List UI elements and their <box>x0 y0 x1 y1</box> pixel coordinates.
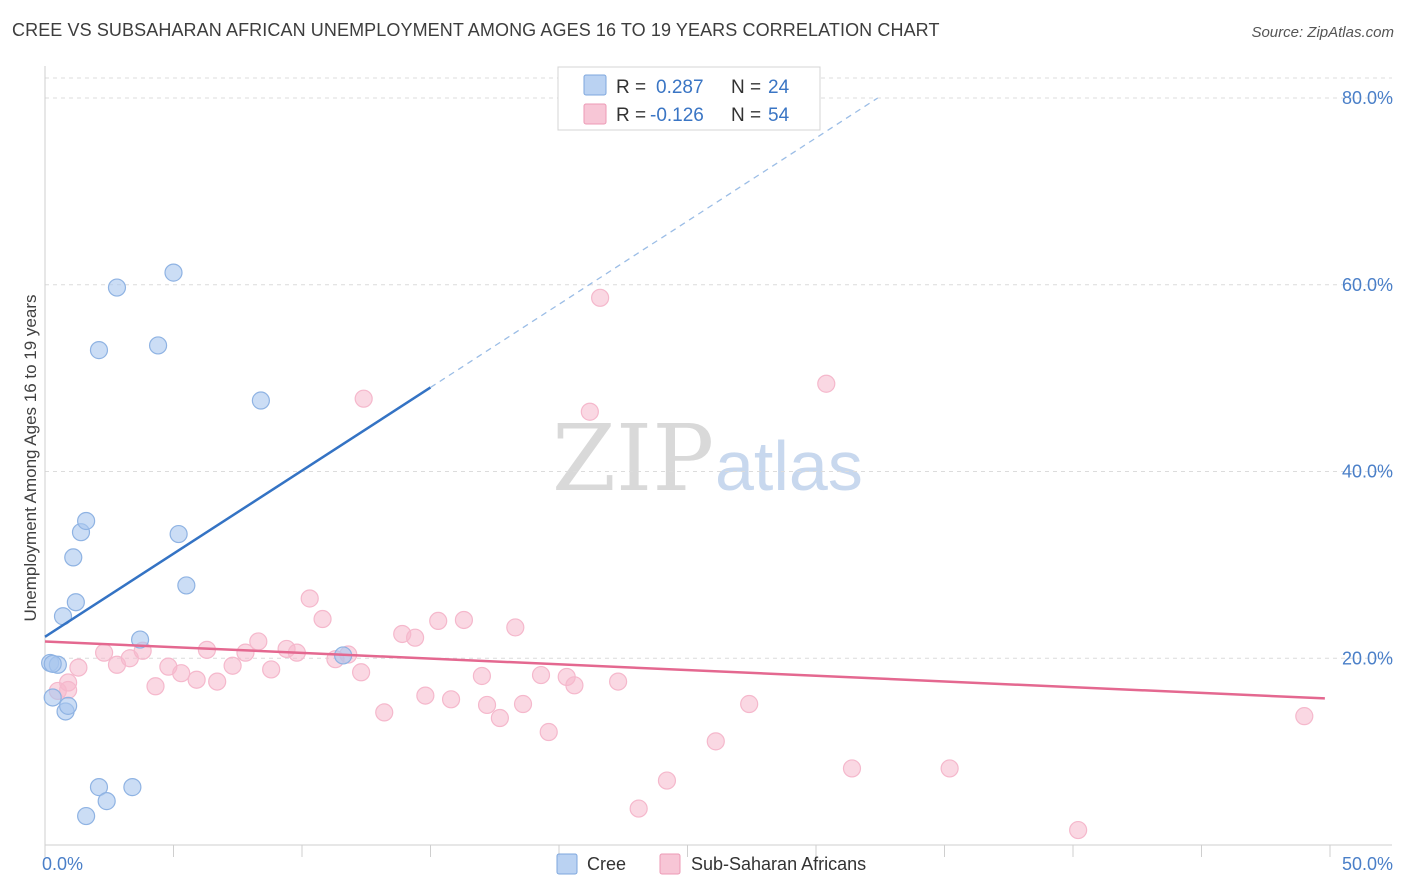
ssa-point <box>539 722 558 742</box>
ssa-point <box>262 660 281 679</box>
cree-point <box>43 688 62 707</box>
bottom-legend-swatch-cree <box>556 853 578 875</box>
ssa-point <box>172 664 191 683</box>
bottom-legend-swatch-ssa <box>659 853 681 875</box>
ssa-point <box>565 676 584 695</box>
ssa-point <box>441 690 461 709</box>
x-tick-label: 50.0% <box>1342 854 1393 874</box>
ssa-point <box>352 663 371 682</box>
cree-point <box>89 341 109 360</box>
trendlines <box>44 97 1325 700</box>
cree-point <box>177 576 196 595</box>
y-axis-label: Unemployment Among Ages 16 to 19 years <box>21 295 40 622</box>
ssa-point <box>1069 820 1088 840</box>
legend: R = 0.287 N = 24 R = -0.126 N = 54 <box>557 66 821 131</box>
y-tick-label: 80.0% <box>1342 88 1393 108</box>
ssa-point <box>375 703 394 722</box>
watermark-zip: ZIP <box>552 405 714 512</box>
ssa-point <box>740 694 759 714</box>
ssa-point <box>472 666 491 686</box>
y-tick-label: 20.0% <box>1342 648 1393 668</box>
legend-n-label-cree: N = <box>731 77 761 98</box>
cree-point <box>169 524 188 544</box>
legend-n-value-ssa: 54 <box>768 105 790 126</box>
legend-r-label-cree: R = <box>616 77 646 98</box>
ssa-point <box>513 694 533 714</box>
ssa-point <box>208 672 227 691</box>
ssa-point <box>354 389 373 408</box>
legend-r-value-cree: 0.287 <box>656 77 704 98</box>
cree-point <box>251 391 270 410</box>
axes <box>44 66 1392 857</box>
ssa-point <box>187 670 206 689</box>
x-tick-label: 0.0% <box>42 854 83 874</box>
ssa-point <box>429 611 448 631</box>
ssa-point <box>146 677 165 696</box>
legend-swatch-ssa <box>583 103 607 125</box>
ssa-point <box>223 656 242 675</box>
ssa-point <box>531 665 551 685</box>
cree-points <box>41 263 353 826</box>
ssa-point <box>842 759 862 778</box>
ssa-point <box>490 708 509 728</box>
bottom-legend: Cree Sub-Saharan Africans <box>556 853 866 875</box>
ssa-point <box>249 632 268 651</box>
ssa-point <box>405 628 425 647</box>
ssa-point <box>1295 707 1314 726</box>
ssa-point <box>940 759 959 778</box>
ssa-point <box>454 610 474 630</box>
ssa-point <box>313 609 332 629</box>
cree-point <box>123 778 142 797</box>
y-tick-labels: 20.0% 40.0% 60.0% 80.0% <box>1342 88 1393 668</box>
ssa-point <box>236 643 255 662</box>
cree-point <box>130 630 150 649</box>
y-tick-label: 60.0% <box>1342 275 1393 295</box>
ssa-point <box>506 618 525 637</box>
cree-point <box>89 778 109 797</box>
cree-point <box>164 263 183 282</box>
cree-point <box>66 593 85 612</box>
chart-title: CREE VS SUBSAHARAN AFRICAN UNEMPLOYMENT … <box>12 20 940 40</box>
cree-point <box>107 278 127 297</box>
bottom-legend-cree: Cree <box>587 854 626 874</box>
source-label: Source: ZipAtlas.com <box>1251 24 1394 41</box>
ssa-point <box>477 695 497 715</box>
ssa-point <box>817 374 836 393</box>
cree-point <box>77 511 96 531</box>
legend-n-label-ssa: N = <box>731 105 761 126</box>
ssa-points <box>48 288 1314 840</box>
ssa-point <box>706 732 725 751</box>
cree-point <box>148 336 168 355</box>
ssa-point <box>657 771 677 790</box>
ssa-point <box>300 589 319 608</box>
ssa-point <box>416 686 435 705</box>
ssa-point <box>629 799 648 818</box>
legend-r-value-ssa: -0.126 <box>650 105 704 126</box>
ssa-point <box>59 680 78 700</box>
bottom-legend-ssa: Sub-Saharan Africans <box>691 854 866 874</box>
y-tick-label: 40.0% <box>1342 462 1393 482</box>
x-tick-labels: 0.0% 50.0% <box>42 854 1393 874</box>
ssa-point <box>580 402 599 421</box>
ssa-point <box>609 672 628 691</box>
cree-point <box>59 696 78 715</box>
cree-point <box>64 548 83 567</box>
cree-point <box>97 792 116 811</box>
ssa-point <box>95 643 114 662</box>
ssa-point <box>69 658 88 677</box>
cree-point <box>43 654 62 673</box>
cree-trendline-extension <box>430 97 879 389</box>
legend-swatch-cree <box>583 74 607 96</box>
ssa-trendline <box>44 640 1325 700</box>
legend-n-value-cree: 24 <box>768 77 790 98</box>
gridlines <box>45 77 1392 659</box>
ssa-point <box>591 288 610 307</box>
watermark-atlas: atlas <box>715 427 863 505</box>
cree-point <box>77 806 96 826</box>
legend-r-label-ssa: R = <box>616 105 646 126</box>
cree-trendline <box>44 386 432 638</box>
